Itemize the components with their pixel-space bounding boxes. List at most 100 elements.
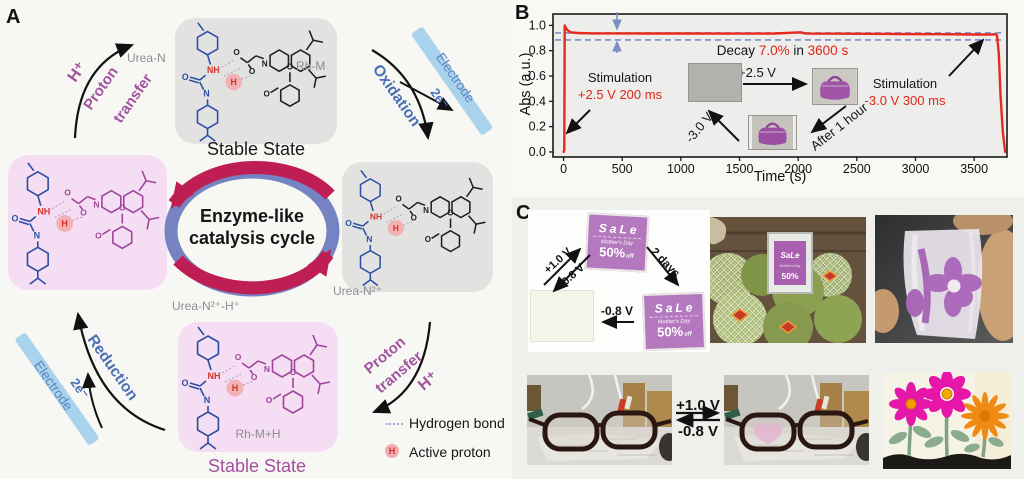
svg-text:2000: 2000 — [784, 162, 812, 176]
white-clip — [821, 395, 830, 410]
oxidation-arrow — [371, 49, 434, 141]
proton-transfer-arrow-top — [73, 43, 135, 139]
green-clip — [527, 408, 544, 421]
inset-after-arrow — [810, 105, 847, 134]
oxidation-electron-arrow — [399, 81, 454, 111]
svg-text:H: H — [232, 383, 239, 393]
green-clip — [724, 408, 741, 421]
write-arrow — [543, 247, 582, 286]
stimulation1-line2: +2.5 V 200 ms — [577, 87, 663, 102]
svg-text:O: O — [119, 203, 126, 213]
stimulation2-line2: -3.0 V 300 ms — [864, 93, 946, 108]
svg-text:O: O — [235, 352, 242, 362]
flexible-film-photo — [875, 215, 1013, 343]
printed-flower — [906, 248, 982, 324]
colored-device-photo-2 — [748, 115, 797, 150]
stable-state-bottom-label: Stable State — [207, 456, 307, 476]
svg-text:500: 500 — [612, 162, 633, 176]
svg-text:O: O — [11, 214, 18, 224]
rh-mh-label: Rh-M+H — [235, 427, 281, 441]
panel-b: B 0 500 1000 1500 2000 2500 3000 3500 0.0 0.2 0.4 0… — [512, 0, 1024, 197]
panel-b-annotation-arrows — [565, 12, 985, 142]
panel-c-label: C — [516, 202, 531, 224]
svg-text:O: O — [425, 235, 431, 244]
svg-text:O: O — [396, 195, 402, 204]
svg-text:O: O — [447, 209, 453, 218]
svg-text:N: N — [262, 59, 268, 68]
glasses-photo-colored — [724, 375, 869, 465]
protonated-state-box: NH O N H O O N O O — [8, 155, 167, 290]
glasses-photo-clear — [527, 375, 672, 465]
svg-text:O: O — [345, 218, 352, 228]
white-clip — [624, 395, 633, 410]
colorless-device-photo — [688, 63, 742, 102]
glasses-neg-label: -0.8 V — [677, 423, 719, 440]
decay-annotation: Decay 7.0% in 3600 s — [690, 42, 875, 59]
svg-text:O: O — [266, 395, 273, 405]
inset-plus-label: +2.5 V — [738, 65, 776, 80]
panel-b-label: B — [515, 2, 530, 24]
svg-text:O: O — [249, 67, 256, 76]
stimulation1-annotation: Stimulation +2.5 V 200 ms — [567, 69, 673, 103]
flower-painting-photo — [883, 372, 1011, 469]
svg-text:0.2: 0.2 — [529, 120, 546, 134]
hydrogen-bond-icon — [386, 423, 403, 425]
svg-text:N: N — [204, 395, 211, 405]
magenta-flower-2 — [923, 372, 971, 418]
catalysis-cycle-arrows — [164, 160, 340, 297]
svg-text:N: N — [264, 364, 270, 374]
decay-time: 3600 s — [807, 43, 849, 58]
decay-in: in — [793, 43, 804, 58]
stimulation2-line1: Stimulation — [872, 76, 938, 91]
svg-text:50%: 50% — [781, 271, 798, 281]
svg-text:H: H — [393, 223, 399, 233]
inset-minus-arrow — [707, 109, 740, 142]
panel-c-arrows — [543, 246, 721, 428]
oxidized-state-box: NH O N H O O N O O — [342, 162, 493, 292]
red-clip — [617, 398, 627, 413]
red-clip — [814, 398, 824, 413]
svg-text:N: N — [203, 89, 209, 99]
finger-right — [977, 229, 1013, 341]
absorbance-curve — [562, 24, 1007, 154]
svg-text:O: O — [290, 367, 297, 377]
erase-arrow-diag — [552, 254, 591, 293]
reduction-arrow — [73, 311, 166, 432]
svg-text:0.0: 0.0 — [529, 145, 546, 159]
svg-text:2500: 2500 — [843, 162, 871, 176]
rh-m-label: Rh-M — [296, 59, 326, 73]
soil — [883, 453, 1011, 469]
svg-text:N: N — [366, 234, 372, 244]
colored-device-photo-1 — [812, 68, 858, 105]
stimulation1-line1: Stimulation — [587, 70, 653, 85]
reduction-electron-arrow — [82, 372, 103, 429]
svg-text:N: N — [423, 206, 429, 215]
svg-text:NH: NH — [370, 211, 382, 221]
burlap-corner — [710, 217, 727, 245]
svg-text:1.0: 1.0 — [529, 18, 546, 32]
svg-text:H: H — [61, 218, 67, 228]
stimulation1-arrow — [565, 109, 591, 135]
svg-text:O: O — [411, 213, 417, 222]
active-proton-icon: H — [385, 444, 399, 458]
erase-voltage-label: -0.8 V — [600, 304, 633, 318]
svg-text:3500: 3500 — [960, 162, 988, 176]
glasses-frame — [725, 410, 869, 452]
stable-state-bottom-box: NH O N H O O N O O — [178, 322, 338, 452]
urea-n2-label: Urea-N²⁺ — [333, 284, 383, 298]
x-axis-title: Time (s) — [753, 169, 807, 185]
wire — [778, 375, 791, 411]
svg-text:1000: 1000 — [667, 162, 695, 176]
proton-transfer-arrow-bottom — [371, 321, 432, 414]
stimulation2-annotation: Stimulation -3.0 V 300 ms — [852, 75, 958, 109]
thumb-left — [875, 289, 899, 333]
svg-text:0.4: 0.4 — [529, 94, 546, 108]
decay-word: Decay — [716, 43, 756, 58]
urea-n2h-label: Urea-N²⁺-H⁺ — [172, 299, 240, 313]
svg-text:O: O — [182, 72, 189, 82]
glasses-frame — [528, 410, 672, 452]
